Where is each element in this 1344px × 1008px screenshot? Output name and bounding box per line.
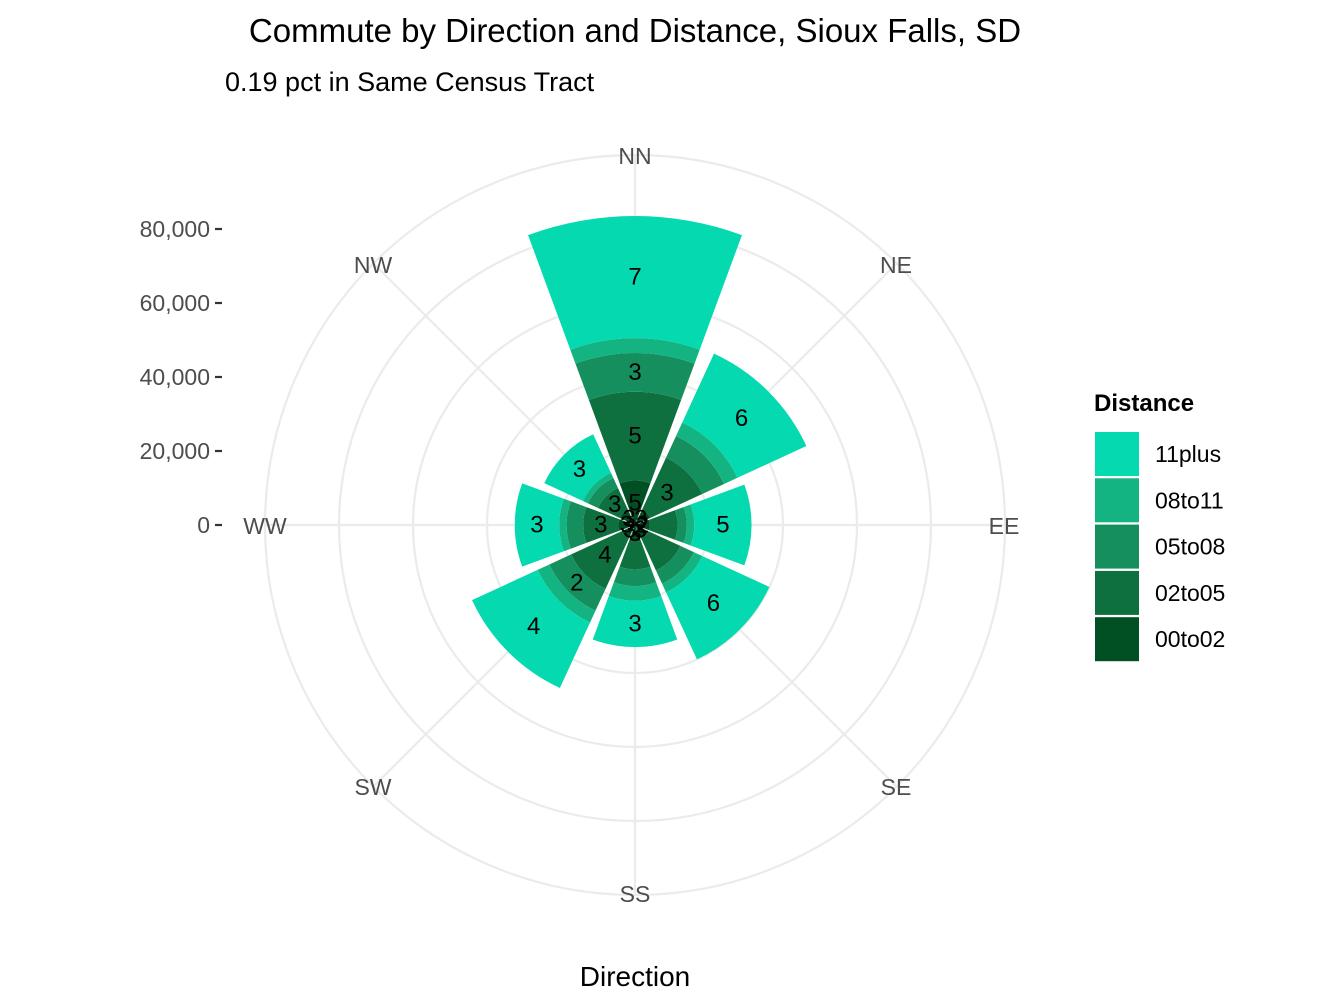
- bar-segment-nn-05to08: [575, 352, 695, 401]
- legend-label-08to11: 08to11: [1155, 487, 1224, 513]
- bar-segment-sw-05to08: [549, 554, 606, 611]
- bar-segment-sw-00to02: [621, 525, 635, 539]
- bar-segment-ee-11plus: [690, 484, 752, 566]
- bar-segment-ww-05to08: [566, 501, 587, 549]
- segment-label-sw-00to02: 3: [623, 517, 636, 544]
- segment-label-ne-11plus: 6: [735, 405, 748, 432]
- y-tick-label: 40,000: [140, 364, 210, 390]
- bar-segment-ww-00to02: [618, 519, 635, 531]
- segment-label-nw-11plus: 3: [573, 456, 586, 483]
- bar-segment-se-00to02: [635, 525, 649, 539]
- direction-labels: NN NE EE SE SS SW WW NW: [243, 143, 1019, 907]
- bar-segment-ss-05to08: [613, 566, 657, 587]
- legend-swatch-02to05: [1095, 570, 1139, 615]
- bar-segment-se-11plus: [665, 555, 770, 660]
- segment-label-se-11plus: 6: [707, 590, 720, 617]
- chart-title: Commute by Direction and Distance, Sioux…: [249, 12, 1021, 49]
- bar-segment-nn-00to02: [619, 480, 651, 525]
- segment-label-ww-11plus: 3: [530, 512, 543, 539]
- bar-segment-sw-08to11: [537, 564, 596, 623]
- bar-segment-ss-00to02: [629, 525, 641, 542]
- direction-label-sw: SW: [354, 774, 391, 800]
- bar-segment-ww-11plus: [514, 483, 564, 567]
- legend-label-02to05: 02to05: [1155, 580, 1225, 606]
- segment-label-nn-11plus: 7: [628, 264, 641, 291]
- bar-segment-ss-11plus: [592, 596, 678, 648]
- bar-segment-ne-00to02: [635, 509, 651, 525]
- bar-segment-se-05to08: [655, 545, 694, 584]
- x-axis-title: Direction: [580, 961, 690, 992]
- legend-swatch-11plus: [1095, 432, 1139, 476]
- segment-label-nn-02to05: 5: [628, 423, 641, 450]
- segment-label-nn-00to02: 5: [628, 489, 641, 516]
- bar-segment-nw-02to05: [598, 488, 629, 519]
- bar-segment-sw-02to05: [571, 531, 629, 589]
- bar-segment-nw-11plus: [544, 434, 611, 501]
- segment-label-se-00to02: 3: [634, 517, 647, 544]
- bar-segment-ne-11plus: [682, 353, 807, 478]
- direction-label-se: SE: [881, 774, 912, 800]
- bar-segment-ww-02to05: [583, 507, 620, 543]
- direction-label-nn: NN: [618, 143, 651, 169]
- segment-label-ss-11plus: 3: [628, 610, 641, 637]
- legend-label-00to02: 00to02: [1155, 626, 1225, 652]
- y-tick-label: 60,000: [140, 290, 210, 316]
- direction-label-ee: EE: [989, 513, 1020, 539]
- segment-label-nw-02to05: 3: [608, 491, 621, 518]
- chart-subtitle: 0.19 pct in Same Census Tract: [225, 67, 595, 97]
- bar-segment-ss-02to05: [619, 540, 651, 570]
- legend-swatch-08to11: [1095, 478, 1139, 523]
- bar-segment-ee-00to02: [635, 519, 650, 531]
- bar-segment-sw-11plus: [472, 569, 591, 688]
- y-tick-label: 0: [197, 512, 210, 538]
- bar-segment-ne-05to08: [665, 435, 725, 495]
- legend-swatch-00to02: [1095, 617, 1139, 662]
- segment-label-ww-02to05: 3: [594, 512, 607, 539]
- legend-swatch-05to08: [1095, 524, 1139, 569]
- legend-label-11plus: 11plus: [1155, 441, 1221, 467]
- segment-label-ne-02to05: 3: [660, 479, 673, 506]
- direction-label-ne: NE: [880, 252, 912, 278]
- y-tick-label: 20,000: [140, 438, 210, 464]
- bar-segment-ne-02to05: [641, 457, 703, 519]
- segment-label-ne-00to02: 3: [634, 506, 647, 533]
- segment-label-sw-02to05: 4: [598, 542, 611, 569]
- bar-segment-nw-08to11: [582, 472, 614, 504]
- segment-label-ss-00to02: 3: [628, 520, 641, 547]
- direction-label-nw: NW: [354, 252, 393, 278]
- segment-label-ww-00to02: 3: [620, 512, 633, 539]
- y-axis: 0 20,000 40,000 60,000 80,000: [140, 216, 222, 538]
- bar-segment-ne-08to11: [676, 422, 738, 484]
- bar-segment-nw-00to02: [619, 509, 635, 525]
- bar-segment-ss-08to11: [608, 582, 662, 601]
- bar-segment-ww-08to11: [559, 498, 571, 552]
- bar-segment-ee-02to05: [648, 510, 678, 540]
- segment-label-ee-11plus: 5: [716, 512, 729, 539]
- bar-segment-nn-02to05: [588, 391, 682, 484]
- segment-label-ee-00to02: 2: [636, 512, 649, 539]
- bar-segment-ee-05to08: [674, 507, 687, 543]
- y-tick-label: 80,000: [140, 216, 210, 242]
- segment-label-nw-00to02: 3: [622, 506, 635, 533]
- legend-label-05to08: 05to08: [1155, 534, 1225, 560]
- segment-label-sw-11plus: 4: [527, 613, 540, 640]
- bars: [472, 216, 807, 688]
- legend: Distance 11plus 08to11 05to08 02to05 00to02: [1094, 390, 1225, 662]
- bar-segment-nn-11plus: [528, 216, 742, 350]
- legend-title: Distance: [1094, 390, 1194, 417]
- segment-label-sw-05to08: 2: [570, 570, 583, 597]
- bar-segment-nn-08to11: [570, 338, 700, 364]
- bar-segment-ee-08to11: [683, 504, 695, 546]
- bar-segment-se-08to11: [662, 552, 703, 593]
- bar-segment-se-02to05: [641, 531, 681, 571]
- bar-segment-nw-05to08: [587, 477, 618, 508]
- direction-label-ss: SS: [620, 881, 651, 907]
- direction-label-ww: WW: [243, 513, 287, 539]
- segment-label-nn-05to08: 3: [628, 359, 641, 386]
